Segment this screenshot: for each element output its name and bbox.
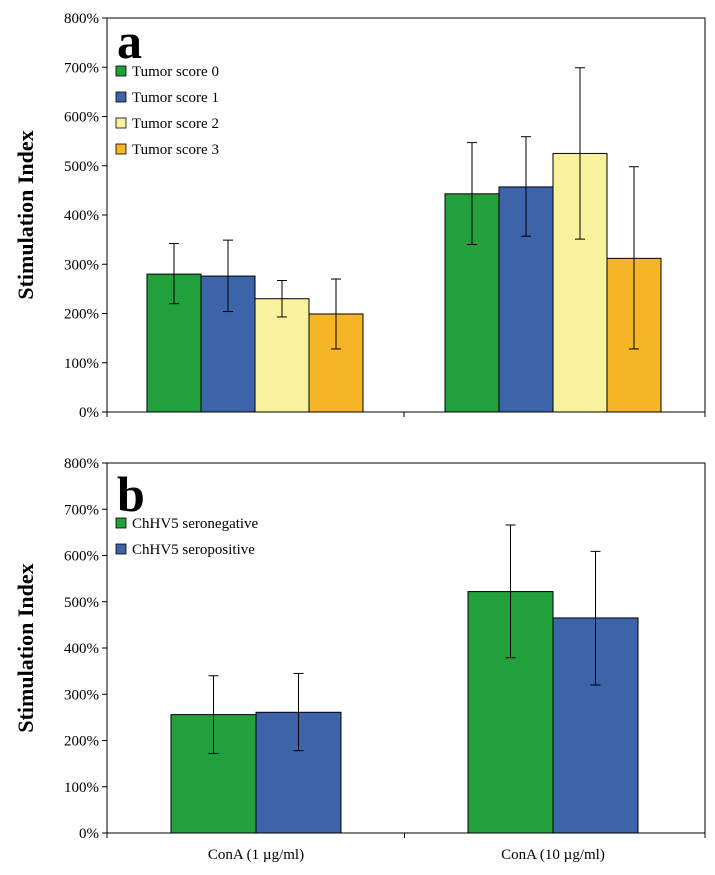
panel-a-y-tick-label: 600% — [64, 110, 99, 126]
panel-b-bar — [467, 591, 554, 834]
panel-b-y-tick-label: 800% — [64, 456, 99, 472]
panel-a-y-tick-label: 400% — [64, 208, 99, 224]
panel-a-y-tick-label: 300% — [64, 257, 99, 273]
panel-a-y-tick-label: 700% — [64, 60, 99, 76]
panel-b-y-axis-title: Stimulation Index — [13, 563, 38, 732]
panel-a-legend-swatch — [115, 65, 127, 77]
panel-b-y-tick-label: 500% — [64, 595, 99, 611]
panel-b-y-tick-label: 300% — [64, 687, 99, 703]
panel-b-bar — [255, 711, 342, 834]
panel-a-plot-area: 0% 100% 200% 300% 400% 500% 600% 700% 800% Tumor … — [64, 11, 706, 421]
panel-a-legend-swatch — [115, 91, 127, 103]
panel-b-category-label: ConA (10 µg/ml) — [501, 847, 605, 863]
panel-b-y-tick-label: 600% — [64, 549, 99, 565]
panel-b-plot-area: 0% 100% 200% 300% 400% 500% 600% 700% 800% ConA (… — [64, 456, 706, 863]
panel-a-y-tick-label: 500% — [64, 159, 99, 175]
panel-b-letter: b — [117, 466, 145, 522]
panel-b-y-tick-label: 100% — [64, 780, 99, 796]
panel-a-y-tick-label: 0% — [79, 405, 99, 421]
panel-a-legend-label: Tumor score 0 — [132, 64, 219, 80]
panel-a-y-tick-label: 800% — [64, 11, 99, 27]
panel-a: 0% 100% 200% 300% 400% 500% 600% 700% 800% Tumor … — [13, 11, 706, 421]
panel-a-legend-swatch — [115, 117, 127, 129]
panel-a-y-tick-label: 100% — [64, 356, 99, 372]
panel-a-y-tick-label: 200% — [64, 307, 99, 323]
panel-b-legend-swatch — [115, 517, 127, 529]
panel-b-y-tick-label: 400% — [64, 641, 99, 657]
panel-b-legend-label: ChHV5 seropositive — [132, 542, 255, 558]
panel-a-legend-label: Tumor score 2 — [132, 116, 219, 132]
panel-b: 0% 100% 200% 300% 400% 500% 600% 700% 800% ConA (… — [13, 456, 706, 863]
panel-a-legend-label: Tumor score 3 — [132, 142, 219, 158]
panel-a-legend-label: Tumor score 1 — [132, 90, 219, 106]
panel-a-y-axis-title: Stimulation Index — [13, 130, 38, 299]
panel-b-y-tick-label: 0% — [79, 826, 99, 842]
panel-b-legend-swatch — [115, 543, 127, 555]
panel-b-legend-label: ChHV5 seronegative — [132, 516, 259, 532]
panel-a-legend-swatch — [115, 143, 127, 155]
panel-a-letter: a — [117, 13, 142, 69]
panel-b-y-tick-label: 200% — [64, 734, 99, 750]
panel-b-y-tick-label: 700% — [64, 502, 99, 518]
panel-b-category-label: ConA (1 µg/ml) — [208, 847, 304, 863]
